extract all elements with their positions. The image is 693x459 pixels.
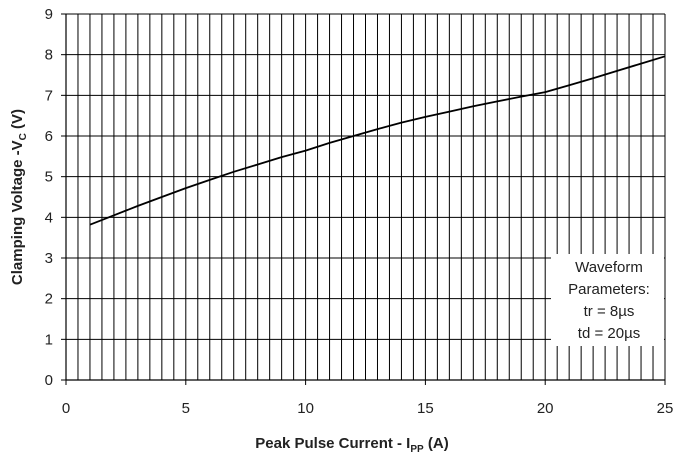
axes <box>65 14 666 381</box>
tick-labels: 0 5 10 15 20 25 0 1 2 3 4 5 6 7 8 9 <box>45 6 674 417</box>
x-tick-label: 0 <box>62 400 70 417</box>
annotation-line: td = 20µs <box>578 325 640 342</box>
y-tick-label: 0 <box>45 372 53 389</box>
annotation-line: tr = 8µs <box>584 303 635 320</box>
series <box>89 55 666 226</box>
annotation: Waveform Parameters: tr = 8µs td = 20µs <box>551 254 664 346</box>
y-tick-label: 9 <box>45 6 53 23</box>
y-axis-title: Clamping Voltage -VC (V) <box>9 109 29 285</box>
annotation-line: Parameters: <box>568 281 650 298</box>
series-line <box>89 55 666 226</box>
x-tick-label: 25 <box>657 400 674 417</box>
x-tick-label: 5 <box>182 400 190 417</box>
y-tick-label: 1 <box>45 331 53 348</box>
x-axis-title: Peak Pulse Current - IPP (A) <box>255 435 448 455</box>
y-tick-label: 6 <box>45 128 53 145</box>
y-tick-label: 5 <box>45 169 53 186</box>
annotation-line: Waveform <box>575 259 643 276</box>
y-tick-label: 8 <box>45 47 53 64</box>
y-tick-label: 7 <box>45 87 53 104</box>
x-tick-label: 20 <box>537 400 554 417</box>
y-tick-label: 3 <box>45 250 53 267</box>
x-tick-label: 10 <box>297 400 314 417</box>
annotation-background <box>551 254 664 346</box>
y-tick-label: 2 <box>45 291 53 308</box>
x-tick-label: 15 <box>417 400 434 417</box>
y-tick-label: 4 <box>45 209 53 226</box>
